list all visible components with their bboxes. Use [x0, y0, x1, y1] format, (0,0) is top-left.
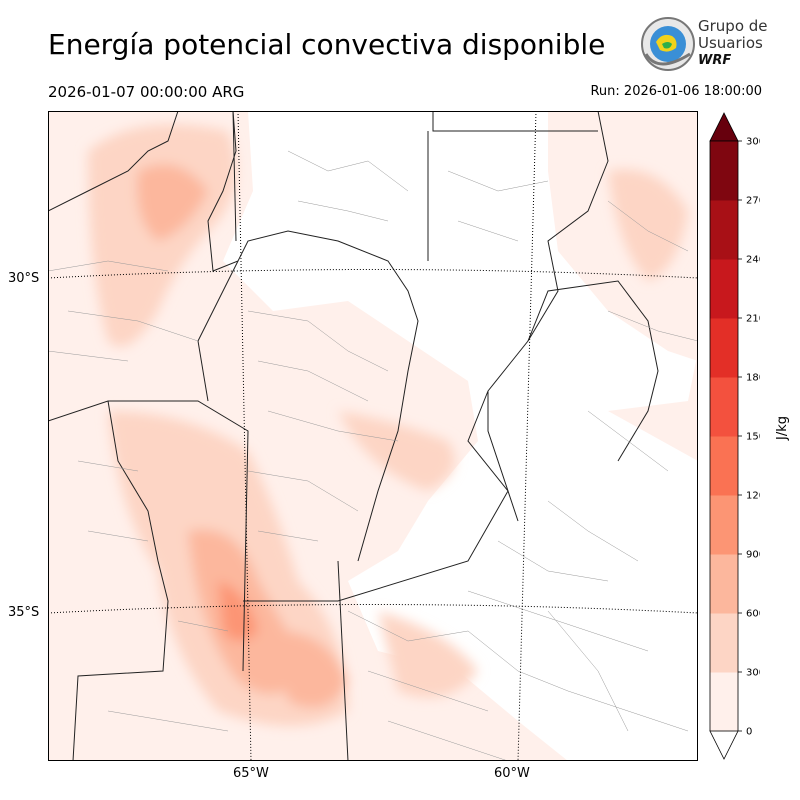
colorbar-tick-label: 3000: [746, 137, 760, 148]
colorbar-under-triangle: [709, 730, 739, 760]
run-time-label: Run: 2026-01-06 18:00:00: [590, 84, 762, 99]
cape-field: [48, 111, 698, 761]
colorbar-tick-label: 1500: [746, 432, 760, 443]
graticule: [48, 111, 698, 761]
colorbar-tick-label: 1800: [746, 373, 760, 384]
colorbar-tick-label: 2700: [746, 196, 760, 207]
colorbar-bin: [710, 554, 738, 614]
map-canvas: [48, 111, 698, 761]
wrf-globe-icon: [641, 17, 695, 71]
colorbar-bin: [710, 377, 738, 437]
logo-line-3: WRF: [698, 53, 732, 68]
colorbar-unit-label: J/kg: [775, 416, 790, 440]
colorbar-bin: [710, 141, 738, 201]
colorbar-tick-label: 1200: [746, 491, 760, 502]
colorbar-tick-label: 2100: [746, 314, 760, 325]
colorbar-over-triangle: [709, 112, 739, 142]
logo-line-2: Usuarios: [698, 34, 763, 52]
wrf-logo: Grupo de Usuarios WRF: [638, 14, 768, 76]
cape-map[interactable]: [48, 111, 698, 761]
colorbar: 0 300 600 900 1200 1500 1800 2100 2400 2700 3000: [709, 112, 760, 760]
lon-label-60w: 60°W: [494, 766, 530, 781]
logo-line-1: Grupo de: [698, 17, 768, 35]
colorbar-bin: [710, 613, 738, 673]
colorbar-tick-label: 0: [746, 727, 752, 738]
valid-time-label: 2026-01-07 00:00:00 ARG: [48, 83, 245, 101]
colorbar-bin: [710, 436, 738, 496]
colorbar-tick-label: 900: [746, 550, 760, 561]
province-borders: [48, 111, 659, 761]
lat-label-35s: 35°S: [8, 605, 40, 620]
colorbar-tick-label: 600: [746, 609, 760, 620]
colorbar-tick-label: 300: [746, 668, 760, 679]
lon-label-65w: 65°W: [233, 766, 269, 781]
colorbar-bin: [710, 200, 738, 260]
page-title: Energía potencial convectiva disponible: [48, 28, 606, 61]
colorbar-bin: [710, 672, 738, 732]
colorbar-bin: [710, 259, 738, 319]
department-borders: [48, 150, 698, 761]
lat-label-30s: 30°S: [8, 271, 40, 286]
colorbar-tick-label: 2400: [746, 255, 760, 266]
colorbar-bin: [710, 495, 738, 555]
colorbar-bin: [710, 318, 738, 378]
